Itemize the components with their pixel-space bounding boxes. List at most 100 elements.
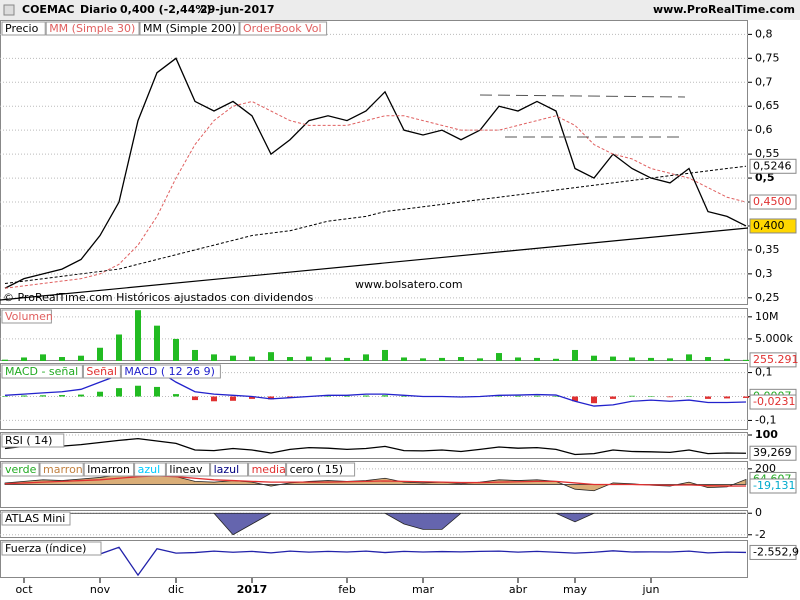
line (4, 165, 747, 284)
legend-label: lmarron (87, 463, 130, 476)
bar (724, 396, 730, 399)
y-tick-label: 5.000k (755, 332, 793, 345)
bar (572, 349, 578, 361)
y-tick-label: 0,65 (755, 99, 780, 112)
x-tick-label: jun (642, 583, 660, 596)
line (4, 437, 747, 456)
legend-label: lazul (214, 463, 240, 476)
legend-label: MM (Simple 200) (143, 22, 236, 35)
y-tick-label: -0,1 (755, 413, 776, 426)
resistance-line (479, 94, 686, 98)
legend-box (1, 541, 102, 556)
value-flag (749, 194, 797, 210)
bar (21, 395, 27, 397)
value-flag (749, 394, 797, 410)
value-flag-label: -19,131 (753, 479, 795, 492)
date: 29-jun-2017 (200, 3, 275, 16)
bar (173, 394, 179, 397)
bar (173, 338, 179, 361)
bar (97, 347, 103, 361)
line (4, 100, 747, 289)
bar (40, 395, 46, 397)
site: www.ProRealTime.com (653, 3, 795, 16)
bar (116, 334, 122, 361)
y-tick-label: 0,75 (755, 51, 780, 64)
legend-box (39, 462, 84, 477)
y-tick-label: -2 (755, 528, 766, 541)
bar (2, 396, 8, 397)
bar (553, 396, 559, 397)
bar (515, 357, 521, 361)
x-tick-label: abr (509, 583, 528, 596)
legend-box (82, 364, 121, 379)
legend-label: media (252, 463, 286, 476)
bar (534, 395, 540, 397)
bar (382, 395, 388, 397)
bar (648, 357, 654, 361)
legend-label: ATLAS Mini (5, 512, 65, 525)
value-flag (749, 445, 797, 461)
watermark: www.bolsatero.com (355, 278, 463, 291)
bar (59, 395, 65, 397)
bar (705, 357, 711, 361)
bar (268, 352, 274, 361)
x-tick-label: 2017 (237, 583, 268, 596)
panel-frame (0, 20, 748, 305)
value-flag-label: -2.552,9 (753, 545, 799, 558)
y-tick-label: 0,5 (755, 171, 775, 184)
value-flag-label: 39,269 (753, 446, 792, 459)
value-flag (749, 478, 797, 494)
legend-box (1, 511, 71, 526)
x-tick-label: oct (15, 583, 33, 596)
bar (667, 396, 673, 398)
y-tick-label: 0,35 (755, 243, 780, 256)
bar (154, 386, 160, 397)
y-tick-label: 0,8 (755, 27, 773, 40)
legend-label: Fuerza (índice) (5, 542, 86, 555)
value-flag (749, 544, 797, 560)
bar (78, 394, 84, 397)
legend-label: cero ( 15) (290, 463, 343, 476)
bar (59, 357, 65, 361)
legend-label: verde (5, 463, 37, 476)
legend-box (120, 364, 221, 379)
bar (743, 359, 749, 361)
y-tick-label: 10M (755, 310, 779, 323)
legend-box (165, 462, 211, 477)
bar (325, 357, 331, 361)
legend-label: OrderBook Vol (243, 22, 322, 35)
legend-box (1, 21, 46, 36)
bar (496, 395, 502, 397)
bar (401, 396, 407, 397)
bar (40, 354, 46, 361)
period: Diario (80, 3, 118, 16)
x-tick-label: mar (412, 583, 434, 596)
menu-icon[interactable] (3, 4, 15, 16)
source-note: © ProRealTime.com Históricos ajustados c… (3, 291, 314, 304)
bar (21, 357, 27, 361)
legend-label: lineav (169, 463, 203, 476)
bar (420, 358, 426, 361)
x-tick-label: feb (338, 583, 356, 596)
x-tick-label: may (563, 583, 587, 596)
legend-label: MM (Simple 30) (49, 22, 135, 35)
legend-box (1, 462, 40, 477)
bar (629, 395, 635, 397)
legend-box (134, 462, 166, 477)
legend-box (248, 462, 287, 477)
line (4, 57, 747, 289)
panel-frame (0, 540, 748, 578)
y-tick-label: 0,25 (755, 291, 780, 304)
bar (572, 396, 578, 402)
bar (97, 391, 103, 397)
value-flag-label: 255.291 (753, 353, 799, 366)
legend-label: Volumen (5, 310, 53, 323)
legend-label: RSI ( 14) (5, 434, 52, 447)
bar (686, 396, 692, 397)
legend-box (286, 462, 356, 477)
y-tick-label: 0,6 (755, 123, 773, 136)
y-tick-label: 0,3 (755, 267, 773, 280)
bar (211, 354, 217, 361)
legend-box (1, 433, 65, 448)
bar (135, 385, 141, 397)
